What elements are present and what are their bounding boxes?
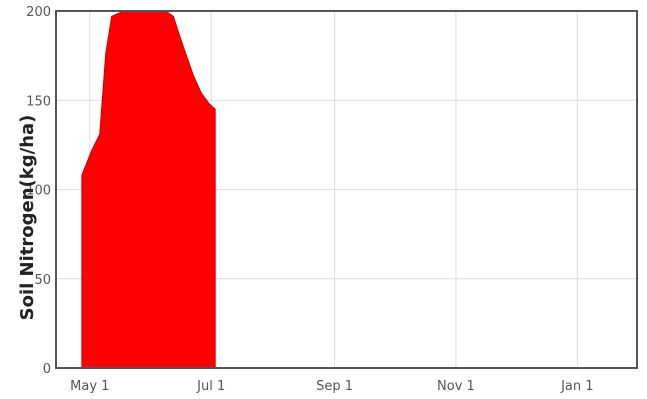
x-tick-label: Nov 1: [437, 379, 475, 394]
x-tick-label: Jul 1: [196, 379, 225, 394]
plot-frame: [55, 10, 638, 369]
y-tick-labels: 0 50 100 150 200: [26, 5, 51, 377]
y-tick-label: 50: [34, 273, 51, 288]
y-tick-label: 100: [26, 184, 51, 199]
y-axis-title: Soil Nitrogen(kg/ha): [17, 115, 38, 321]
x-tick-label: May 1: [70, 379, 109, 394]
x-tick-labels: May 1 Jul 1 Sep 1 Nov 1 Jan 1: [70, 379, 593, 394]
area-series-0: [81, 11, 216, 368]
y-tick-label: 0: [43, 362, 51, 377]
y-tick-label: 200: [26, 5, 51, 20]
series-group: [81, 11, 216, 368]
x-tick-label: Sep 1: [316, 379, 353, 394]
y-tick-label: 150: [26, 94, 51, 109]
x-tick-label: Jan 1: [560, 379, 593, 394]
